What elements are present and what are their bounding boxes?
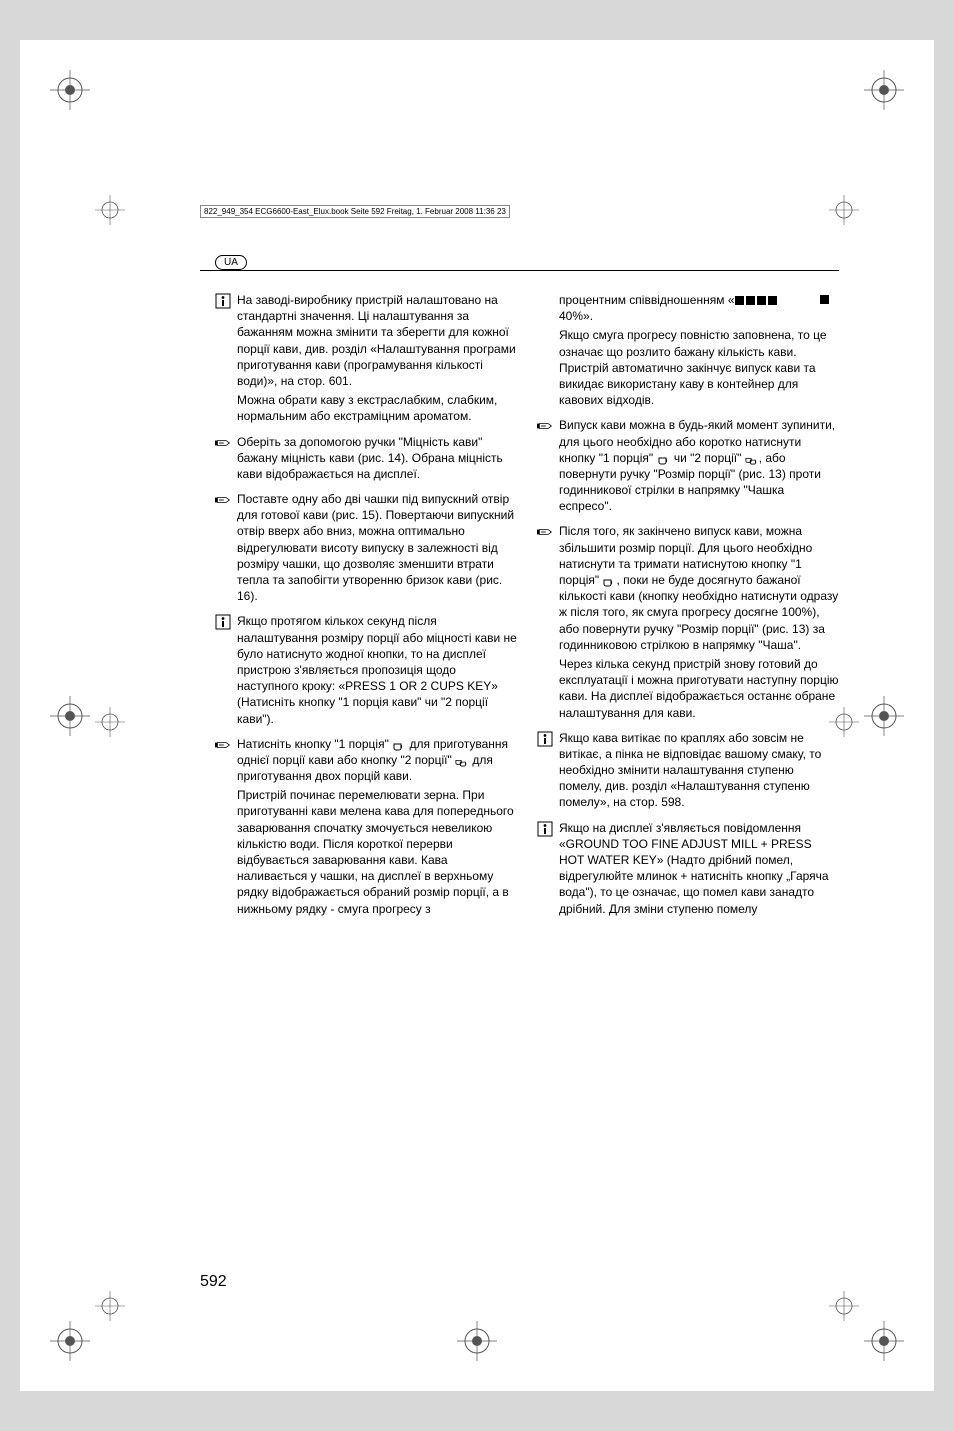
paragraph: Натисніть кнопку "1 порція" для приготув… <box>237 736 517 785</box>
pointer-hand-icon <box>215 434 237 486</box>
text-block: Після того, як закінчено випуск кави, мо… <box>537 523 839 723</box>
registration-mark-icon <box>864 1321 904 1361</box>
content-columns: На заводі-виробнику пристрій налаштовано… <box>215 292 839 926</box>
left-column: На заводі-виробнику пристрій налаштовано… <box>215 292 517 926</box>
text-block: На заводі-виробнику пристрій налаштовано… <box>215 292 517 428</box>
text-block: Натисніть кнопку "1 порція" для приготув… <box>215 736 517 920</box>
block-text: Оберіть за допомогою ручки "Міцність кав… <box>237 434 517 486</box>
block-text: Якщо на дисплеї з'являється повідомлення… <box>559 820 839 920</box>
paragraph: Пристрій починає перемелювати зерна. При… <box>237 787 517 917</box>
text-block: Поставте одну або дві чашки під випускни… <box>215 491 517 607</box>
info-icon <box>215 292 237 428</box>
one-cup-icon <box>602 576 616 586</box>
paragraph: На заводі-виробнику пристрій налаштовано… <box>237 292 517 389</box>
one-cup-icon <box>657 454 671 464</box>
progress-bar <box>735 296 777 305</box>
pointer-hand-icon <box>215 736 237 920</box>
crop-mark-icon <box>829 195 859 225</box>
file-header-note: 822_949_354 ECG6600-East_Elux.book Seite… <box>200 205 510 218</box>
crop-mark-icon <box>829 1291 859 1321</box>
text-block: Випуск кави можна в будь-який момент зуп… <box>537 417 839 517</box>
right-column: процентним співвідношенням « 40%».Якщо с… <box>537 292 839 926</box>
text-block: Якщо на дисплеї з'являється повідомлення… <box>537 820 839 920</box>
two-cups-icon <box>455 756 469 766</box>
two-cups-icon <box>745 454 759 464</box>
registration-mark-icon <box>457 1321 497 1361</box>
text-block: Якщо кава витікає по краплях або зовсім … <box>537 730 839 814</box>
info-icon <box>537 820 559 920</box>
block-text: Після того, як закінчено випуск кави, мо… <box>559 523 839 723</box>
crop-mark-icon <box>95 707 125 737</box>
pointer-hand-icon <box>215 491 237 607</box>
paragraph: процентним співвідношенням « 40%». <box>559 292 839 324</box>
paragraph: Можна обрати каву з екстраслабким, слабк… <box>237 392 517 424</box>
manual-page: 822_949_354 ECG6600-East_Elux.book Seite… <box>20 40 934 1391</box>
block-text: Поставте одну або дві чашки під випускни… <box>237 491 517 607</box>
info-icon <box>215 613 237 729</box>
one-cup-icon <box>392 740 406 750</box>
language-badge: UA <box>215 255 247 270</box>
crop-mark-icon <box>95 1291 125 1321</box>
paragraph: Випуск кави можна в будь-який момент зуп… <box>559 417 839 514</box>
text-block: процентним співвідношенням « 40%».Якщо с… <box>537 292 839 411</box>
paragraph: Після того, як закінчено випуск кави, мо… <box>559 523 839 653</box>
info-icon <box>537 730 559 814</box>
block-text: Випуск кави можна в будь-який момент зуп… <box>559 417 839 517</box>
paragraph: Оберіть за допомогою ручки "Міцність кав… <box>237 434 517 483</box>
text-block: Оберіть за допомогою ручки "Міцність кав… <box>215 434 517 486</box>
page-number: 592 <box>200 1273 227 1291</box>
paragraph: Якщо смуга прогресу повністю заповнена, … <box>559 327 839 408</box>
pointer-hand-icon <box>537 417 559 517</box>
block-text: процентним співвідношенням « 40%».Якщо с… <box>559 292 839 411</box>
registration-mark-icon <box>50 696 90 736</box>
paragraph: Поставте одну або дві чашки під випускни… <box>237 491 517 604</box>
paragraph: Якщо на дисплеї з'являється повідомлення… <box>559 820 839 917</box>
paragraph: Якщо протягом кількох секунд після налаш… <box>237 613 517 726</box>
header-rule <box>200 270 839 271</box>
registration-mark-icon <box>864 696 904 736</box>
no-marker <box>537 292 559 411</box>
paragraph: Через кілька секунд пристрій знову готов… <box>559 656 839 721</box>
pointer-hand-icon <box>537 523 559 723</box>
block-text: На заводі-виробнику пристрій налаштовано… <box>237 292 517 428</box>
registration-mark-icon <box>50 70 90 110</box>
block-text: Натисніть кнопку "1 порція" для приготув… <box>237 736 517 920</box>
block-text: Якщо протягом кількох секунд після налаш… <box>237 613 517 729</box>
block-text: Якщо кава витікає по краплях або зовсім … <box>559 730 839 814</box>
paragraph: Якщо кава витікає по краплях або зовсім … <box>559 730 839 811</box>
text-block: Якщо протягом кількох секунд після налаш… <box>215 613 517 729</box>
registration-mark-icon <box>864 70 904 110</box>
crop-mark-icon <box>95 195 125 225</box>
registration-mark-icon <box>50 1321 90 1361</box>
